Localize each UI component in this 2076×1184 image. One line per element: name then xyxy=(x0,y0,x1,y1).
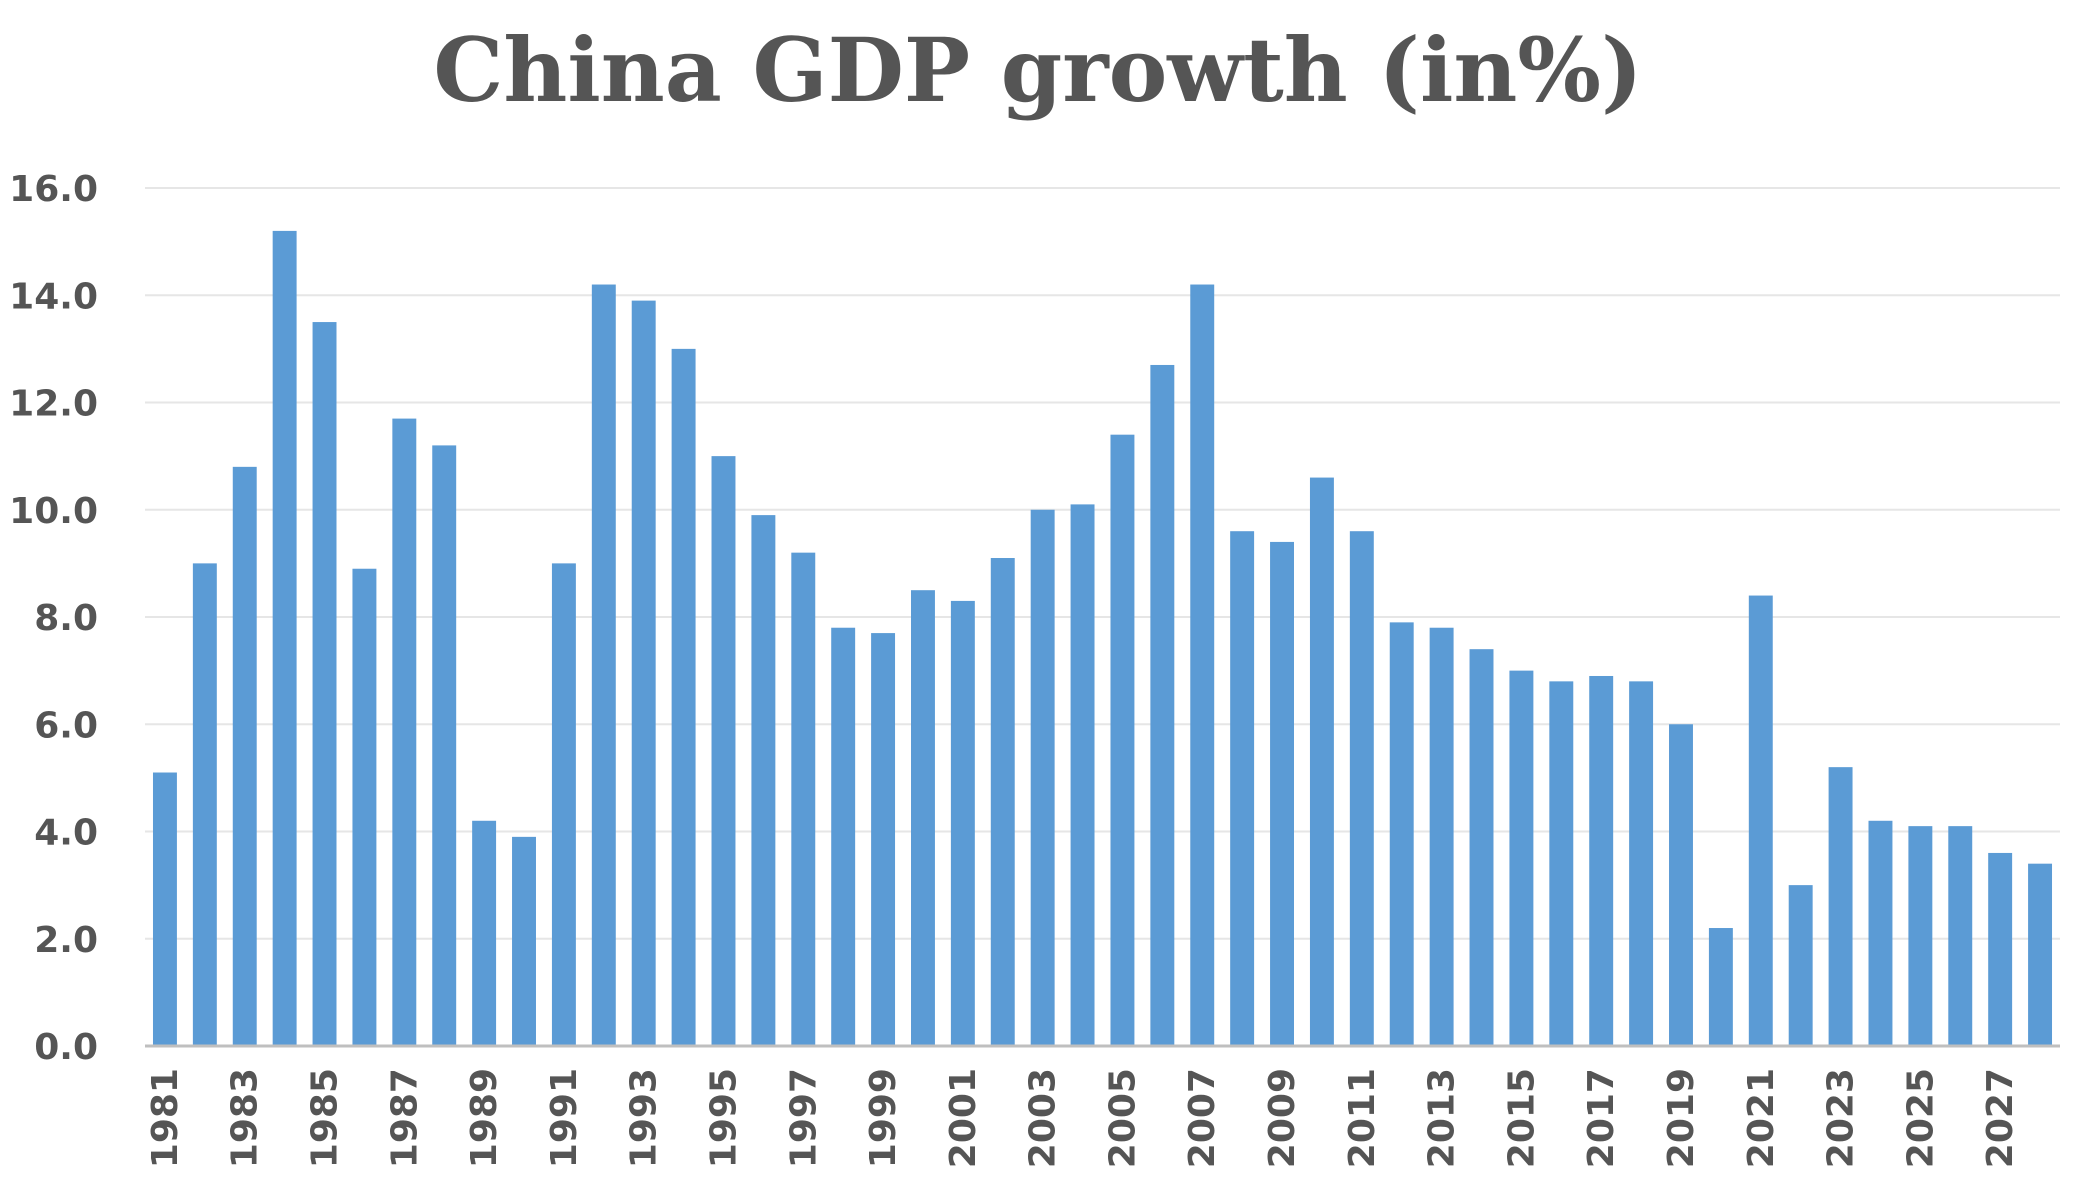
y-tick-label: 6.0 xyxy=(34,705,98,746)
y-tick-label: 0.0 xyxy=(34,1027,98,1068)
x-tick-label: 1991 xyxy=(544,1068,585,1168)
y-tick-label: 12.0 xyxy=(9,384,98,425)
bar-2020 xyxy=(1708,928,1733,1046)
bar-2013 xyxy=(1429,627,1454,1046)
bar-2022 xyxy=(1788,885,1813,1046)
bar-2019 xyxy=(1669,724,1693,1046)
bar-2002 xyxy=(990,558,1015,1046)
x-tick-label: 2001 xyxy=(943,1068,984,1168)
bar-1989 xyxy=(472,820,497,1046)
bar-2018 xyxy=(1629,681,1654,1046)
bar-1985 xyxy=(312,322,337,1046)
bar-2009 xyxy=(1270,541,1294,1046)
bar-2000 xyxy=(911,590,935,1046)
bar-1992 xyxy=(591,284,616,1046)
bar-1996 xyxy=(751,515,776,1046)
y-tick-label: 2.0 xyxy=(34,920,98,961)
bar-1988 xyxy=(432,445,457,1046)
x-axis: 1981 1983 1985 1987 1989 1991 1993 1995 1997 1999… xyxy=(145,1068,2021,1168)
bar-2023 xyxy=(1828,767,1853,1046)
x-tick-label: 2005 xyxy=(1102,1068,1143,1168)
bar-2006 xyxy=(1150,364,1175,1046)
bar-1986 xyxy=(352,568,377,1046)
bar-1990 xyxy=(512,836,536,1046)
bar-1981 xyxy=(152,772,177,1046)
x-tick-label: 2019 xyxy=(1661,1068,1702,1168)
bar-1993 xyxy=(631,300,656,1046)
x-tick-label: 2009 xyxy=(1262,1068,1303,1168)
bar-1991 xyxy=(551,563,576,1046)
bar-2025 xyxy=(1908,826,1933,1046)
bar-2027 xyxy=(1988,852,2013,1046)
x-tick-label: 1987 xyxy=(384,1068,425,1168)
x-tick-label: 2025 xyxy=(1900,1068,1941,1168)
chart-title: China GDP growth (in%) xyxy=(433,18,1643,122)
y-tick-label: 10.0 xyxy=(9,491,98,532)
x-tick-label: 2023 xyxy=(1821,1068,1862,1168)
x-tick-label: 2027 xyxy=(1980,1068,2021,1168)
bar-2014 xyxy=(1469,649,1494,1046)
bar-1994 xyxy=(671,348,696,1046)
bar-1982 xyxy=(192,563,217,1046)
bar-2024 xyxy=(1868,820,1893,1046)
x-tick-label: 2017 xyxy=(1581,1068,1622,1168)
bar-2012 xyxy=(1389,622,1414,1046)
x-tick-label: 1983 xyxy=(225,1068,266,1168)
bar-2005 xyxy=(1110,434,1135,1046)
bar-2011 xyxy=(1349,531,1374,1046)
bar-1983 xyxy=(232,466,257,1047)
y-tick-label: 8.0 xyxy=(34,598,98,639)
bar-2017 xyxy=(1589,675,1614,1046)
bar-2010 xyxy=(1309,477,1334,1046)
bar-2015 xyxy=(1509,670,1534,1046)
bar-2003 xyxy=(1030,509,1055,1046)
bar-1984 xyxy=(272,230,297,1046)
y-tick-label: 14.0 xyxy=(9,276,98,317)
bar-2007 xyxy=(1190,284,1215,1046)
y-tick-label: 16.0 xyxy=(9,169,98,210)
x-tick-label: 2011 xyxy=(1342,1068,1383,1168)
bars xyxy=(152,230,2053,1047)
x-tick-label: 1995 xyxy=(703,1068,744,1168)
bar-2001 xyxy=(950,600,975,1046)
bar-1987 xyxy=(392,418,417,1046)
x-tick-label: 2003 xyxy=(1023,1068,1064,1168)
x-tick-label: 1985 xyxy=(305,1068,346,1168)
x-tick-label: 2021 xyxy=(1741,1068,1782,1168)
x-tick-label: 1993 xyxy=(624,1068,665,1168)
bar-1998 xyxy=(831,627,856,1046)
bar-2004 xyxy=(1070,504,1095,1046)
bar-1999 xyxy=(871,633,896,1046)
x-tick-label: 1997 xyxy=(783,1068,824,1168)
bar-2026 xyxy=(1948,826,1973,1046)
x-tick-label: 1989 xyxy=(464,1068,505,1168)
bar-2028 xyxy=(2028,863,2053,1046)
bar-1995 xyxy=(711,456,736,1046)
x-tick-label: 1981 xyxy=(145,1068,186,1168)
y-axis: 0.0 2.0 4.0 6.0 8.0 10.0 12.0 14.0 16.0 xyxy=(9,169,98,1068)
x-tick-label: 1999 xyxy=(863,1068,904,1168)
x-tick-label: 2007 xyxy=(1182,1068,1223,1168)
gridlines xyxy=(145,187,2060,940)
y-tick-label: 4.0 xyxy=(34,813,98,854)
x-tick-label: 2015 xyxy=(1501,1068,1542,1168)
x-tick-label: 2013 xyxy=(1422,1068,1463,1168)
bar-1997 xyxy=(791,552,816,1046)
bar-2021 xyxy=(1748,595,1773,1046)
bar-2008 xyxy=(1230,531,1255,1046)
bar-2016 xyxy=(1549,681,1574,1046)
